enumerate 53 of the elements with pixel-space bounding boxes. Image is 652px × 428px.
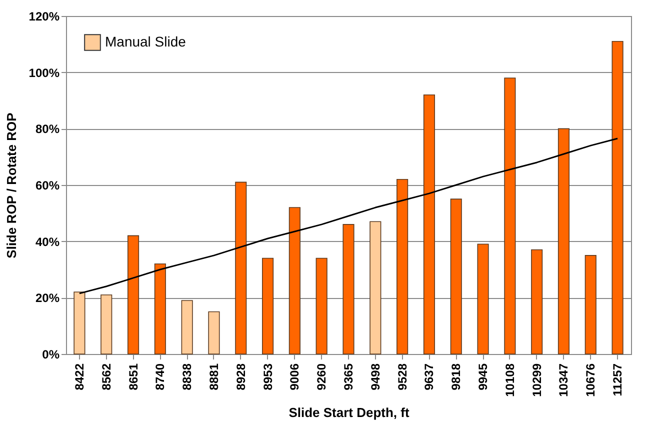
x-tick-label: 8953 [260,363,275,390]
bar [100,294,112,354]
bar [584,255,596,354]
bar [262,258,274,354]
bar [477,244,489,354]
y-tick-label: 40% [35,234,60,249]
y-tick-label: 60% [35,178,60,192]
bar [235,182,247,354]
x-tick-label: 9260 [314,363,329,390]
x-tick-label: 9528 [395,363,410,390]
x-tick-label: 9637 [422,363,436,390]
x-tick-label: 10108 [502,363,517,397]
bar [531,249,543,354]
bar [127,235,140,354]
bar [370,221,382,354]
x-tick-label: 9498 [368,363,382,390]
x-tick-label: 9945 [476,363,490,390]
bar [423,94,435,354]
y-axis-title: Slide ROP / Rotate ROP [4,112,19,258]
x-tick-label: 10347 [556,363,571,397]
y-tick-label: 0% [42,348,60,362]
x-tick-label: 8651 [126,363,140,390]
x-tick-label: 10676 [584,363,598,397]
x-tick-label: 9006 [288,363,302,390]
x-tick-label: 9365 [342,363,356,390]
x-tick-label: 8740 [153,363,168,390]
y-tick-label: 100% [28,66,60,80]
y-tick-label: 80% [35,122,60,136]
x-tick-label: 11257 [610,363,625,396]
bar [504,78,516,354]
bar [396,178,408,354]
bar [288,207,300,354]
bar [612,40,624,354]
bar [342,224,354,354]
x-axis-title: Slide Start Depth, ft [288,404,410,420]
bar [316,258,328,354]
line-series [78,138,618,294]
x-tick-label: 8881 [206,363,221,390]
legend-label: Manual Slide [105,34,186,50]
y-tick-label: 20% [35,291,60,306]
y-tick-label: 120% [28,10,60,24]
x-tick-label: 8562 [99,363,114,390]
x-tick-label: 10299 [530,363,544,397]
x-tick-label: 8422 [72,363,86,390]
bar [74,292,86,354]
x-tick-label: 9818 [449,363,464,390]
x-tick-label: 8928 [234,363,248,390]
bar [181,300,193,354]
bar [450,198,462,354]
x-tick-label: 8838 [180,363,194,390]
bar [208,311,220,354]
bar [154,263,166,354]
bar [558,128,570,354]
